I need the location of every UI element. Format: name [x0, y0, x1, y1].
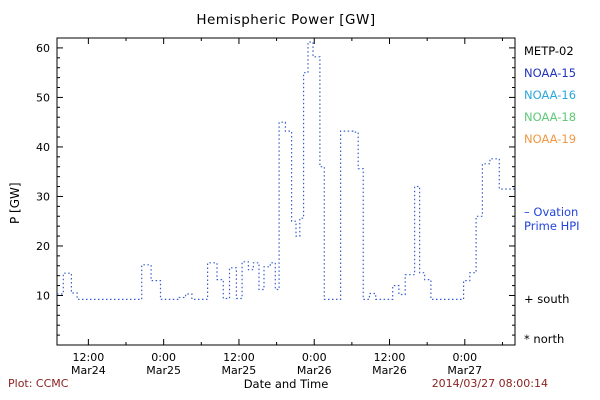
svg-text:0:00: 0:00: [302, 351, 327, 364]
ovation-label-line1: – Ovation: [524, 205, 579, 219]
satellite-legend: METP-02 NOAA-15 NOAA-16 NOAA-18 NOAA-19: [524, 44, 576, 154]
legend-item-noaa18: NOAA-18: [524, 110, 577, 124]
svg-text:Mar25: Mar25: [222, 364, 257, 377]
legend-item-ovation-prime-hpi: – Ovation Prime HPI: [524, 205, 580, 233]
svg-text:20: 20: [36, 240, 50, 253]
legend-item-north-marker: * north: [524, 332, 565, 346]
plot-credit: Plot: CCMC: [8, 377, 69, 390]
svg-text:Mar24: Mar24: [71, 364, 106, 377]
svg-text:0:00: 0:00: [151, 351, 176, 364]
legend-item-noaa16: NOAA-16: [524, 88, 577, 102]
svg-text:Mar26: Mar26: [297, 364, 332, 377]
svg-text:50: 50: [36, 91, 50, 104]
svg-text:12:00: 12:00: [374, 351, 406, 364]
svg-text:12:00: 12:00: [223, 351, 255, 364]
x-axis-label: Date and Time: [243, 377, 329, 391]
legend-item-noaa15: NOAA-15: [524, 66, 577, 80]
svg-text:10: 10: [36, 289, 50, 302]
svg-text:12:00: 12:00: [73, 351, 105, 364]
timestamp: 2014/03/27 08:00:14: [431, 377, 548, 390]
svg-text:30: 30: [36, 190, 50, 203]
svg-text:Mar25: Mar25: [146, 364, 181, 377]
svg-text:0:00: 0:00: [452, 351, 477, 364]
svg-text:Mar26: Mar26: [372, 364, 407, 377]
legend-item-noaa19: NOAA-19: [524, 132, 577, 146]
svg-text:40: 40: [36, 141, 50, 154]
svg-text:Mar27: Mar27: [447, 364, 482, 377]
chart-title: Hemispheric Power [GW]: [196, 12, 376, 28]
legend-item-south-marker: + south: [524, 292, 570, 306]
legend-item-metp02: METP-02: [524, 44, 574, 58]
ovation-label-line2: Prime HPI: [524, 219, 580, 233]
svg-text:60: 60: [36, 42, 50, 55]
